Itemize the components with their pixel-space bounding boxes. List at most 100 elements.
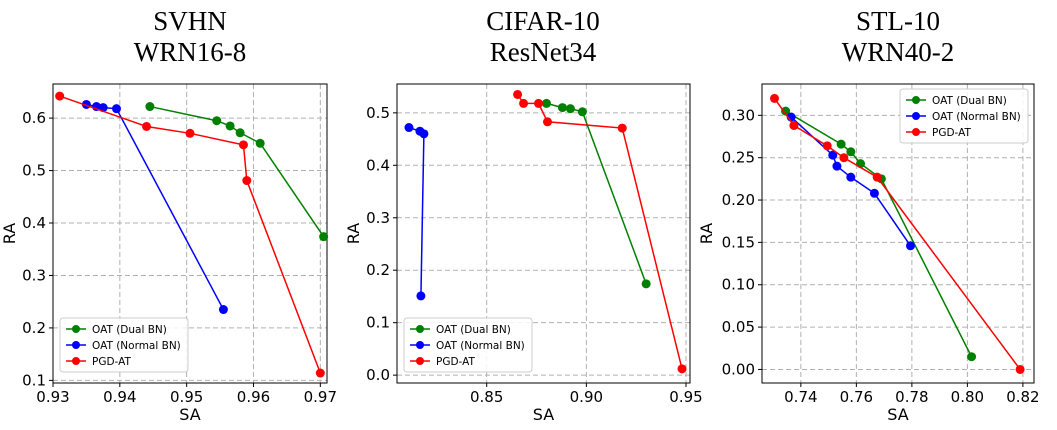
data-point xyxy=(617,123,627,133)
y-axis-label: RA xyxy=(697,223,716,244)
axes-frame xyxy=(396,83,691,384)
data-point xyxy=(565,104,575,114)
data-point xyxy=(238,140,248,150)
series-line xyxy=(59,95,322,374)
data-point xyxy=(242,176,252,186)
legend-label: OAT (Dual BN) xyxy=(436,324,511,336)
x-tick-label: 0.97 xyxy=(304,388,337,406)
legend-label: OAT (Dual BN) xyxy=(932,95,1007,107)
data-point xyxy=(212,116,222,126)
data-point xyxy=(789,121,799,131)
x-tick-label: 0.95 xyxy=(669,388,702,406)
legend-box xyxy=(899,88,1029,144)
axes-frame xyxy=(52,83,328,384)
y-tick-label: 0.15 xyxy=(722,233,755,251)
x-tick-label: 0.95 xyxy=(170,388,203,406)
series-line xyxy=(546,102,647,285)
data-point xyxy=(1015,364,1025,374)
legend-label: PGD-AT xyxy=(436,356,475,368)
chart-title-line: STL-10 xyxy=(856,6,940,36)
series-oat-dual-bn xyxy=(145,102,329,242)
legend: OAT (Dual BN) OAT (Normal BN) PGD-AT xyxy=(59,317,189,373)
y-tick-label: 0.4 xyxy=(366,156,390,174)
y-tick-label: 0.1 xyxy=(22,371,46,389)
y-tick-label: 0.10 xyxy=(722,276,755,294)
data-point xyxy=(577,107,587,117)
data-point xyxy=(836,139,846,149)
data-point xyxy=(142,121,152,131)
series-oat-dual-bn xyxy=(781,106,977,362)
y-tick-label: 0.05 xyxy=(722,318,755,336)
legend-swatch-marker xyxy=(416,341,424,349)
x-tick-label: 0.76 xyxy=(840,388,873,406)
y-tick-label: 0.0 xyxy=(366,366,390,384)
data-point xyxy=(255,138,265,148)
data-point xyxy=(404,123,414,133)
x-tick-label: 0.93 xyxy=(36,388,69,406)
x-tick-label: 0.82 xyxy=(1006,388,1039,406)
x-tick-label: 0.94 xyxy=(103,388,136,406)
y-tick-label: 0.3 xyxy=(22,266,46,284)
y-tick-label: 0.2 xyxy=(366,261,390,279)
x-tick-label: 0.85 xyxy=(470,388,503,406)
data-point xyxy=(828,150,838,160)
data-point xyxy=(513,89,523,99)
data-point xyxy=(967,352,977,362)
series-pgd-at xyxy=(55,91,325,378)
data-point xyxy=(781,106,791,116)
data-point xyxy=(145,102,155,112)
y-tick-label: 0.2 xyxy=(22,319,46,337)
legend-box xyxy=(59,317,189,373)
y-axis-label: RA xyxy=(0,223,19,244)
legend-swatch-marker xyxy=(72,357,80,365)
x-axis-label: SA xyxy=(533,405,554,424)
data-point xyxy=(225,121,235,131)
x-tick-label: 0.78 xyxy=(895,388,928,406)
legend-label: OAT (Normal BN) xyxy=(92,340,181,352)
data-point xyxy=(319,232,329,242)
chart-title-line: WRN40-2 xyxy=(842,37,954,67)
data-point xyxy=(677,364,687,374)
legend-label: PGD-AT xyxy=(92,356,131,368)
y-tick-label: 0.6 xyxy=(22,109,46,127)
legend-swatch-marker xyxy=(416,325,424,333)
y-tick-label: 0.00 xyxy=(722,360,755,378)
legend-swatch-marker xyxy=(912,128,920,136)
legend-swatch-marker xyxy=(72,325,80,333)
data-point xyxy=(846,147,856,157)
x-tick-label: 0.96 xyxy=(237,388,270,406)
x-axis-label: SA xyxy=(179,405,200,424)
y-tick-label: 0.20 xyxy=(722,191,755,209)
chart-title-line: ResNet34 xyxy=(490,37,597,67)
data-point xyxy=(534,98,544,108)
data-point xyxy=(218,305,228,315)
data-point xyxy=(542,117,552,127)
series-oat-normal-bn xyxy=(81,99,228,315)
legend-box xyxy=(403,317,533,373)
legend-label: OAT (Normal BN) xyxy=(932,111,1021,123)
legend-label: OAT (Normal BN) xyxy=(436,340,525,352)
series-oat-dual-bn xyxy=(541,98,651,289)
data-point xyxy=(55,91,65,101)
legend-swatch-marker xyxy=(416,357,424,365)
chart-title-line: CIFAR-10 xyxy=(486,6,600,36)
data-point xyxy=(641,279,651,289)
legend-swatch-marker xyxy=(912,112,920,120)
data-point xyxy=(315,368,325,378)
data-point xyxy=(869,188,879,198)
x-tick-label: 0.74 xyxy=(784,388,817,406)
legend-swatch-marker xyxy=(912,96,920,104)
y-tick-label: 0.25 xyxy=(722,149,755,167)
data-point xyxy=(872,172,882,182)
legend-label: PGD-AT xyxy=(932,127,971,139)
x-axis-label: SA xyxy=(887,405,908,424)
data-point xyxy=(905,241,915,251)
y-tick-label: 0.30 xyxy=(722,106,755,124)
data-point xyxy=(769,93,779,103)
series-pgd-at xyxy=(769,93,1025,374)
x-tick-label: 0.90 xyxy=(570,388,603,406)
data-point xyxy=(185,128,195,138)
